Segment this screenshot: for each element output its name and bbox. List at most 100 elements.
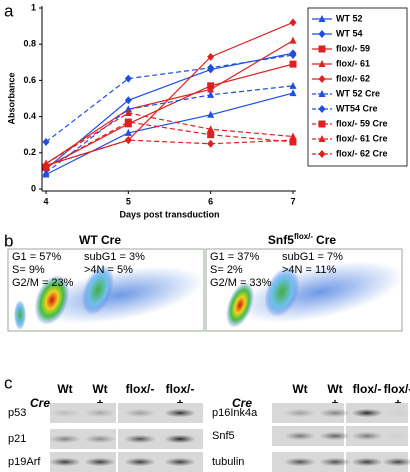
cre-label: Cre (30, 396, 50, 410)
marker (124, 128, 132, 136)
lane-genotype: flox/- (353, 382, 382, 396)
blot-band (85, 435, 115, 443)
legend-label: flox/- 59 (336, 43, 370, 53)
marker (42, 168, 50, 176)
marker (207, 63, 215, 72)
marker (318, 150, 326, 158)
marker (42, 137, 50, 146)
marker (42, 161, 50, 170)
blot-row-label: p19Arf (8, 456, 41, 468)
flow-cloud (36, 266, 204, 324)
blot-band (125, 409, 155, 417)
cre-label: Cre (232, 396, 252, 410)
blot-row-label: p21 (8, 433, 26, 445)
marker (207, 131, 215, 139)
marker (318, 105, 326, 113)
legend-label: flox/- 62 (336, 73, 370, 83)
blot-row-label: Snf5 (212, 430, 235, 442)
marker (124, 105, 132, 113)
flow-stat: G1 = 57% (12, 251, 61, 263)
blot-band (50, 409, 80, 417)
flow-stat: S= 2% (210, 264, 243, 276)
legend-label: WT 52 (336, 13, 363, 23)
blot-strip (118, 452, 203, 472)
flow-panel: Snf5flox/- Cre G1 = 37% subG1 = 7% S= 2% … (205, 232, 404, 332)
blot-row-label: tubulin (212, 456, 244, 468)
flow-cloud (14, 300, 26, 330)
lane-genotype: flox/- (384, 382, 410, 396)
marker (124, 136, 132, 145)
blot-band (125, 458, 155, 466)
blot-band (352, 458, 382, 466)
lane-genotype: Wt (57, 382, 72, 396)
blot-band (125, 435, 155, 443)
series-line (45, 63, 294, 168)
marker (318, 90, 326, 97)
panel-label: b (4, 231, 13, 250)
blot-band (352, 409, 382, 417)
legend-label: flox/- 61 (336, 58, 370, 68)
legend-label: WT 52 Cre (336, 88, 380, 98)
marker (289, 81, 297, 89)
blot-strip (50, 403, 116, 423)
marker (289, 60, 297, 68)
blot-band (165, 435, 195, 443)
legend-label: WT54 Cre (336, 103, 378, 113)
flow-cloud (34, 274, 70, 326)
blot-band (352, 432, 382, 440)
series-line (45, 139, 294, 167)
line-chart: 0 0.2 0.4 0.6 0.8 1 4 5 6 7 Days post transduction… (6, 2, 408, 219)
y-tick-label: 0.4 (23, 111, 36, 121)
blot-band (383, 458, 410, 466)
legend-label: flox/- 61 Cre (336, 133, 388, 143)
marker (207, 90, 215, 98)
blot-band (85, 458, 115, 466)
marker (318, 45, 326, 53)
flow-stat: >4N = 11% (282, 264, 336, 276)
flow-stat: G2/M = 23% (12, 277, 74, 289)
x-axis-label: Days post transduction (119, 209, 219, 219)
flow-title: Snf5flox/- Cre (268, 232, 336, 247)
marker (289, 132, 297, 140)
marker (207, 52, 215, 61)
western-blots: CreWt-Wt+flox/--flox/-+p53p21p19ArfCreWt… (8, 382, 410, 472)
y-tick-label: 0.2 (23, 147, 36, 157)
y-tick-label: 0 (31, 183, 36, 193)
blot-strip (118, 403, 203, 423)
y-tick-label: 0.6 (23, 75, 36, 85)
blot-band (50, 458, 80, 466)
lane-genotype: Wt (292, 382, 307, 396)
legend-label: flox/- 62 Cre (336, 148, 388, 158)
blot-strip (50, 452, 116, 472)
x-tick-label: 7 (290, 196, 295, 206)
marker (207, 125, 215, 133)
blot-band (383, 409, 410, 417)
flow-stat: G1 = 37% (210, 251, 259, 263)
marker (318, 15, 326, 22)
blot-band (165, 458, 195, 466)
marker (318, 30, 326, 38)
y-tick-label: 0.8 (23, 39, 36, 49)
blot-strip (118, 429, 203, 449)
lane-genotype: flox/- (166, 382, 195, 396)
blot-band (85, 409, 115, 417)
marker (124, 96, 132, 105)
blot-band (285, 432, 315, 440)
legend-label: WT 54 (336, 28, 363, 38)
blot-row-label: p16Ink4a (212, 407, 258, 419)
marker (318, 60, 326, 67)
blot-band (383, 432, 410, 440)
flow-title-part: Cre (316, 233, 336, 247)
flow-stat: G2/M = 33% (210, 277, 272, 289)
series-line (45, 85, 294, 174)
flow-stat: S= 9% (12, 264, 45, 276)
lane-genotype: Wt (327, 382, 342, 396)
blot-band (320, 409, 350, 417)
flow-title: WT Cre (79, 233, 121, 247)
marker (124, 74, 132, 83)
marker (289, 18, 297, 27)
blot-row-label: p53 (8, 407, 26, 419)
flow-stat: subG1 = 7% (282, 251, 343, 263)
marker (207, 139, 215, 148)
